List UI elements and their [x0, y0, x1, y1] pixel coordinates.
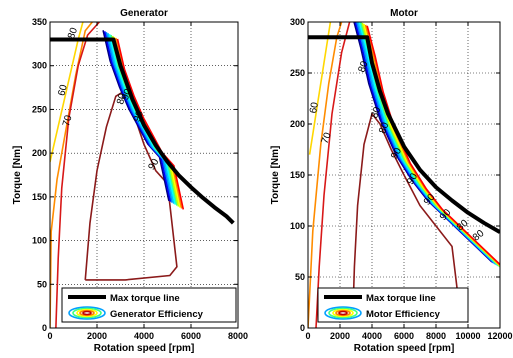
- y-tick-label: 250: [32, 104, 47, 114]
- legend-swatch-efficiency-ring: [328, 307, 358, 319]
- contour-label: 90: [146, 157, 161, 173]
- legend-label-efficiency: Generator Efficiency: [110, 309, 204, 320]
- chart-title: Motor: [390, 8, 418, 19]
- efficiency-band-line: [116, 38, 185, 210]
- y-tick-label: 100: [32, 236, 47, 246]
- legend-swatch-efficiency-ring: [79, 309, 95, 317]
- y-tick-label: 300: [32, 61, 47, 71]
- contour-label: 90: [120, 87, 134, 102]
- y-tick-label: 250: [290, 68, 305, 78]
- y-axis-label: Torque [Nm]: [270, 146, 281, 205]
- max-torque-line: [308, 35, 500, 234]
- contour-label: 60: [308, 101, 321, 114]
- legend-label-max-torque: Max torque line: [110, 293, 180, 304]
- chart-title: Generator: [120, 8, 168, 19]
- contour-label: 80: [66, 26, 80, 41]
- legend-swatch-efficiency-ring: [338, 310, 348, 316]
- legend-swatch-efficiency-ring: [68, 306, 106, 320]
- legend-swatch-efficiency-ring: [332, 308, 354, 318]
- efficiency-contour-90: [84, 90, 178, 281]
- legend-swatch-efficiency-ring: [324, 306, 362, 320]
- x-tick-label: 2000: [87, 331, 107, 341]
- x-tick-label: 0: [305, 331, 310, 341]
- x-tick-label: 12000: [487, 331, 512, 341]
- contour-label: 90: [132, 109, 146, 124]
- efficiency-contour-60: [308, 22, 332, 155]
- contour-label: 60: [56, 83, 70, 97]
- x-tick-label: 4000: [362, 331, 382, 341]
- x-tick-label: 0: [47, 331, 52, 341]
- efficiency-contour-70: [308, 22, 343, 328]
- x-tick-label: 6000: [181, 331, 201, 341]
- y-tick-label: 200: [32, 148, 47, 158]
- y-tick-label: 350: [32, 17, 47, 27]
- x-tick-label: 2000: [330, 331, 350, 341]
- y-tick-label: 50: [295, 272, 305, 282]
- x-tick-label: 10000: [455, 331, 480, 341]
- y-tick-label: 300: [290, 17, 305, 27]
- legend: Max torque line Motor Efficiency: [317, 287, 469, 323]
- y-tick-label: 200: [290, 119, 305, 129]
- y-tick-label: 50: [37, 279, 47, 289]
- y-axis-label: Torque [Nm]: [12, 146, 23, 205]
- contour-label: 80: [115, 92, 129, 106]
- contour-label: 80: [377, 121, 391, 136]
- legend-label-max-torque: Max torque line: [366, 293, 436, 304]
- x-tick-label: 8000: [228, 331, 248, 341]
- legend-swatch-efficiency-ring: [335, 309, 351, 317]
- y-tick-label: 0: [42, 323, 47, 333]
- x-axis-label: Rotation speed [rpm]: [354, 343, 455, 354]
- efficiency-contour-80: [315, 22, 351, 328]
- y-tick-label: 0: [300, 323, 305, 333]
- y-tick-label: 150: [32, 192, 47, 202]
- efficiency-contour-80: [55, 22, 100, 328]
- x-tick-label: 4000: [134, 331, 154, 341]
- legend-label-efficiency: Motor Efficiency: [366, 309, 441, 320]
- efficiency-contour-60: [50, 22, 84, 163]
- x-tick-label: 8000: [426, 331, 446, 341]
- legend-swatch-efficiency-ring: [76, 308, 98, 318]
- contour-label: 90: [405, 171, 420, 187]
- efficiency-band-line: [366, 25, 500, 266]
- contour-label: 80: [356, 59, 370, 74]
- x-axis-label: Rotation speed [rpm]: [94, 343, 195, 354]
- y-tick-label: 150: [290, 170, 305, 180]
- efficiency-contour-70: [50, 22, 93, 328]
- legend: Max torque line Generator Efficiency: [61, 287, 237, 323]
- y-tick-label: 100: [290, 221, 305, 231]
- contour-label: 70: [61, 114, 75, 128]
- max-torque-line: [50, 37, 235, 225]
- legend-swatch-efficiency-ring: [72, 307, 102, 319]
- chart-0: 6070808090909070020004000600080000501001…: [12, 8, 248, 354]
- legend-swatch-efficiency-ring: [82, 310, 92, 316]
- contour-label: 90: [389, 146, 404, 162]
- x-tick-label: 6000: [394, 331, 414, 341]
- contour-label: 80: [369, 105, 383, 120]
- contour-label: 70: [320, 131, 334, 146]
